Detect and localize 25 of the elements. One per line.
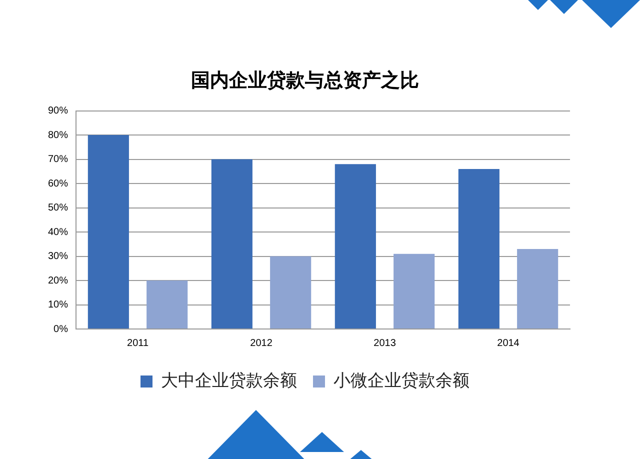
x-tick-label: 2011: [127, 338, 149, 349]
bar: [146, 280, 188, 328]
bar: [334, 164, 376, 328]
y-tick-label: 50%: [48, 202, 68, 214]
y-tick-label: 20%: [48, 275, 68, 286]
legend-label: 大中企业贷款余额: [161, 370, 297, 391]
bar: [88, 135, 129, 328]
y-tick-label: 0%: [54, 324, 68, 335]
x-tick-label: 2013: [374, 338, 396, 349]
y-tick-label: 60%: [48, 178, 68, 190]
y-tick-label: 70%: [48, 154, 68, 166]
bar: [458, 168, 500, 328]
y-tick-label: 30%: [48, 251, 68, 262]
legend-label: 小微企业贷款余额: [334, 370, 470, 391]
y-tick-label: 10%: [48, 300, 68, 311]
x-tick-label: 2014: [497, 338, 520, 349]
bar: [211, 159, 252, 328]
chart-title: 国内企业贷款与总资产之比: [191, 69, 419, 92]
bar: [270, 256, 312, 328]
bar: [517, 248, 558, 328]
x-tick-label: 2012: [250, 338, 273, 349]
y-tick-label: 90%: [48, 106, 68, 117]
bar: [394, 254, 435, 328]
y-tick-label: 40%: [48, 226, 68, 238]
y-tick-label: 80%: [48, 130, 68, 141]
